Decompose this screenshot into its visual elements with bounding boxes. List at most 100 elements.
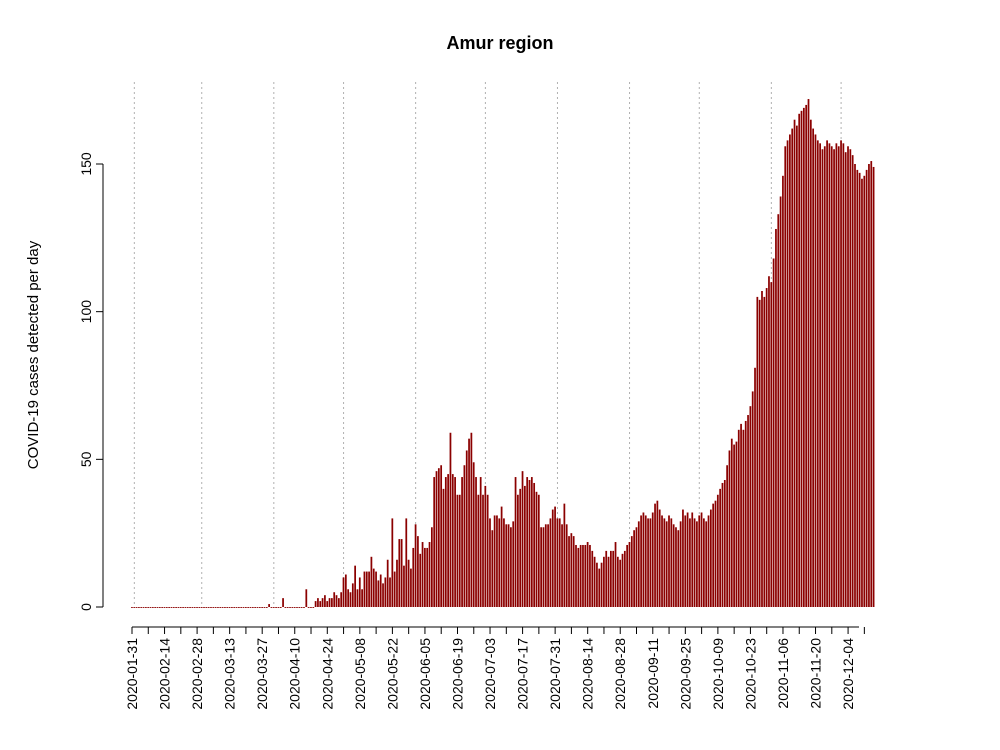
data-bar (533, 482, 536, 607)
data-bar (470, 432, 473, 607)
bars (131, 99, 875, 608)
data-bar (168, 607, 171, 608)
data-bar (282, 598, 284, 607)
data-bar (735, 441, 738, 607)
data-bar (798, 113, 801, 607)
data-bar (407, 559, 410, 607)
data-bar (791, 128, 794, 607)
data-bar (577, 547, 580, 607)
data-bar (716, 494, 719, 607)
data-bar (526, 477, 529, 607)
data-bar (744, 420, 747, 607)
data-bar (742, 429, 745, 607)
data-bar (133, 607, 136, 608)
data-bar (289, 607, 291, 608)
data-bar (451, 474, 454, 607)
data-bar (317, 598, 319, 607)
data-bar (372, 568, 375, 607)
data-bar (528, 480, 531, 607)
data-bar (156, 607, 159, 608)
data-bar (630, 536, 633, 607)
x-tick-label: 2020-07-31 (547, 638, 563, 710)
data-bar (461, 477, 463, 607)
data-bar (840, 140, 842, 607)
data-bar (296, 607, 298, 608)
data-bar (463, 465, 466, 607)
data-bar (763, 296, 766, 607)
data-bar (793, 119, 796, 607)
data-bar (307, 607, 310, 608)
data-bar (382, 583, 384, 607)
data-bar (396, 559, 398, 607)
data-bar (400, 539, 403, 607)
data-bar (635, 527, 638, 607)
data-bar (772, 258, 775, 607)
data-bar (642, 512, 645, 607)
data-bar (179, 607, 182, 608)
data-bar (823, 146, 826, 607)
data-bar (870, 161, 873, 607)
data-bar (212, 607, 215, 608)
data-bar (765, 288, 768, 607)
data-bar (251, 607, 254, 608)
data-bar (203, 607, 205, 608)
data-bar (226, 607, 229, 608)
data-bar (644, 515, 647, 607)
data-bar (723, 480, 726, 607)
data-bar (421, 542, 424, 607)
y-axis-label: COVID-19 cases detected per day (25, 240, 42, 469)
x-tick-label: 2020-03-27 (254, 638, 270, 710)
data-bar (177, 607, 180, 608)
data-bar (428, 542, 431, 607)
data-bar (549, 518, 552, 607)
data-bar (498, 518, 501, 607)
data-bar (754, 367, 756, 607)
data-bar (238, 607, 240, 608)
data-bar (751, 391, 754, 607)
x-tick-label: 2020-02-28 (189, 638, 205, 710)
data-bar (677, 530, 680, 607)
data-bar (777, 214, 780, 607)
data-bar (591, 550, 594, 607)
x-tick-label: 2020-07-17 (515, 638, 531, 710)
data-bar (596, 562, 598, 607)
data-bar (668, 515, 670, 607)
data-bar (663, 518, 666, 607)
data-bar (749, 406, 752, 607)
x-tick-label: 2020-06-05 (417, 638, 433, 710)
data-bar (712, 503, 715, 607)
data-bar (170, 607, 173, 608)
data-bar (872, 166, 875, 607)
x-tick-label: 2020-04-10 (287, 638, 303, 710)
data-bar (263, 607, 266, 608)
data-bar (254, 607, 257, 608)
data-bar (770, 282, 773, 607)
data-bar (544, 524, 547, 607)
data-bar (244, 607, 247, 608)
data-bar (365, 571, 368, 607)
x-tick-label: 2020-02-14 (157, 638, 173, 710)
data-bar (786, 140, 789, 607)
data-bar (140, 607, 143, 608)
data-bar (540, 527, 542, 607)
data-bar (514, 477, 517, 607)
data-bar (240, 607, 243, 608)
data-bar (779, 196, 782, 607)
data-bar (505, 524, 508, 607)
y-tick-label: 50 (78, 451, 94, 467)
data-bar (384, 577, 387, 607)
data-bar (696, 521, 698, 607)
data-bar (279, 607, 282, 608)
data-bar (849, 149, 852, 607)
data-bar (163, 607, 166, 608)
data-bar (256, 607, 259, 608)
data-bar (747, 415, 749, 607)
data-bar (600, 562, 603, 607)
data-bar (233, 607, 236, 608)
data-bar (354, 565, 357, 607)
x-tick-label: 2020-06-19 (449, 638, 465, 710)
data-bar (214, 607, 217, 608)
data-bar (184, 607, 187, 608)
data-bar (530, 477, 533, 607)
data-bar (756, 296, 759, 607)
